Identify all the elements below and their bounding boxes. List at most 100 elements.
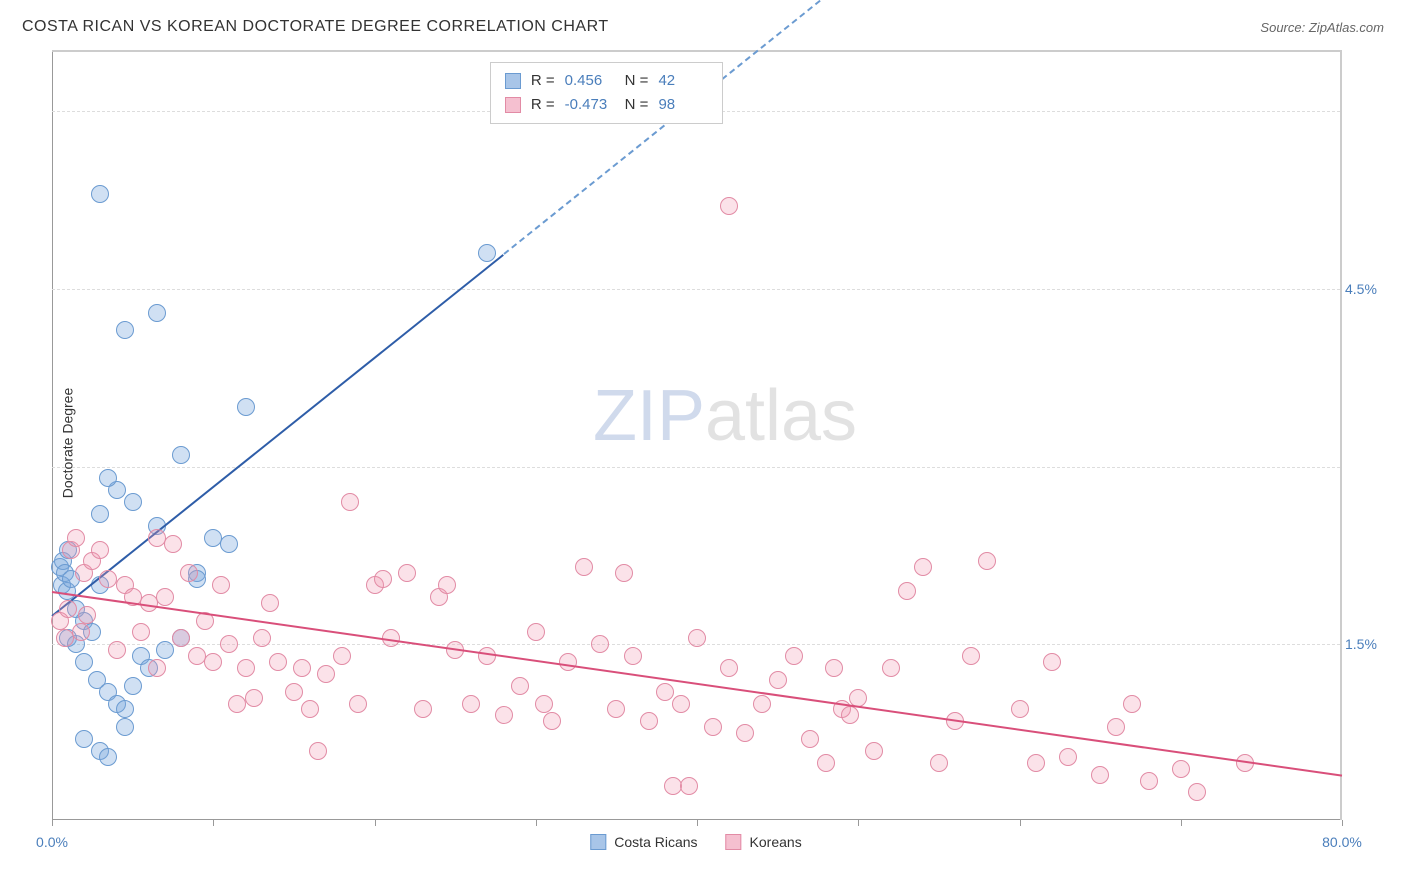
data-point (124, 493, 142, 511)
x-tick-mark (52, 820, 53, 826)
y-axis-label: Doctorate Degree (59, 388, 75, 499)
stats-n-value: 42 (658, 69, 708, 93)
trendline (51, 254, 504, 617)
stats-swatch (505, 73, 521, 89)
data-point (414, 700, 432, 718)
data-point (261, 594, 279, 612)
data-point (1091, 766, 1109, 784)
source-attribution: Source: ZipAtlas.com (1260, 20, 1384, 35)
x-tick-mark (1342, 820, 1343, 826)
data-point (1107, 718, 1125, 736)
stats-n-value: 98 (658, 93, 708, 117)
data-point (204, 653, 222, 671)
data-point (91, 505, 109, 523)
data-point (132, 623, 150, 641)
data-point (116, 321, 134, 339)
data-point (462, 695, 480, 713)
x-tick-label: 80.0% (1322, 834, 1362, 850)
watermark-zip: ZIP (593, 376, 705, 456)
trendline-dashed (503, 0, 859, 255)
y-axis-line (52, 52, 53, 820)
data-point (172, 446, 190, 464)
watermark-atlas: atlas (705, 376, 857, 456)
gridline-h (52, 289, 1340, 290)
data-point (1123, 695, 1141, 713)
stats-n-label: N = (625, 69, 649, 93)
x-tick-mark (1181, 820, 1182, 826)
data-point (640, 712, 658, 730)
data-point (72, 623, 90, 641)
data-point (1027, 754, 1045, 772)
data-point (156, 588, 174, 606)
data-point (116, 700, 134, 718)
legend-label: Costa Ricans (614, 834, 697, 850)
data-point (245, 689, 263, 707)
data-point (237, 398, 255, 416)
y-tick-label: 4.5% (1345, 281, 1390, 297)
data-point (672, 695, 690, 713)
data-point (75, 730, 93, 748)
data-point (99, 748, 117, 766)
stats-r-value: -0.473 (565, 93, 615, 117)
data-point (349, 695, 367, 713)
data-point (156, 641, 174, 659)
data-point (769, 671, 787, 689)
data-point (309, 742, 327, 760)
legend-item: Costa Ricans (590, 834, 697, 850)
trendline (52, 591, 1342, 777)
data-point (180, 564, 198, 582)
x-tick-mark (858, 820, 859, 826)
stats-r-value: 0.456 (565, 69, 615, 93)
data-point (164, 535, 182, 553)
data-point (317, 665, 335, 683)
plot-area: ZIPatlas 1.5%4.5%0.0%80.0%R =0.456N =42R… (52, 50, 1342, 820)
legend-label: Koreans (750, 834, 802, 850)
data-point (656, 683, 674, 701)
stats-box: R =0.456N =42R =-0.473N =98 (490, 62, 724, 124)
data-point (1059, 748, 1077, 766)
data-point (99, 469, 117, 487)
data-point (930, 754, 948, 772)
x-tick-mark (697, 820, 698, 826)
data-point (1172, 760, 1190, 778)
data-point (285, 683, 303, 701)
data-point (1043, 653, 1061, 671)
legend-swatch (726, 834, 742, 850)
data-point (914, 558, 932, 576)
data-point (269, 653, 287, 671)
data-point (607, 700, 625, 718)
data-point (116, 718, 134, 736)
data-point (91, 185, 109, 203)
data-point (253, 629, 271, 647)
data-point (962, 647, 980, 665)
data-point (212, 576, 230, 594)
stats-n-label: N = (625, 93, 649, 117)
data-point (398, 564, 416, 582)
legend: Costa Ricans Koreans (590, 834, 801, 850)
data-point (841, 706, 859, 724)
data-point (59, 600, 77, 618)
data-point (293, 659, 311, 677)
title-bar: COSTA RICAN VS KOREAN DOCTORATE DEGREE C… (22, 18, 1384, 36)
data-point (333, 647, 351, 665)
x-tick-mark (536, 820, 537, 826)
data-point (720, 197, 738, 215)
data-point (527, 623, 545, 641)
source-label: Source: (1260, 20, 1305, 35)
data-point (865, 742, 883, 760)
data-point (825, 659, 843, 677)
data-point (374, 570, 392, 588)
legend-swatch (590, 834, 606, 850)
data-point (615, 564, 633, 582)
stats-r-label: R = (531, 69, 555, 93)
data-point (801, 730, 819, 748)
x-tick-mark (375, 820, 376, 826)
data-point (575, 558, 593, 576)
data-point (688, 629, 706, 647)
data-point (1140, 772, 1158, 790)
data-point (148, 659, 166, 677)
data-point (1188, 783, 1206, 801)
data-point (301, 700, 319, 718)
legend-item: Koreans (726, 834, 802, 850)
data-point (680, 777, 698, 795)
